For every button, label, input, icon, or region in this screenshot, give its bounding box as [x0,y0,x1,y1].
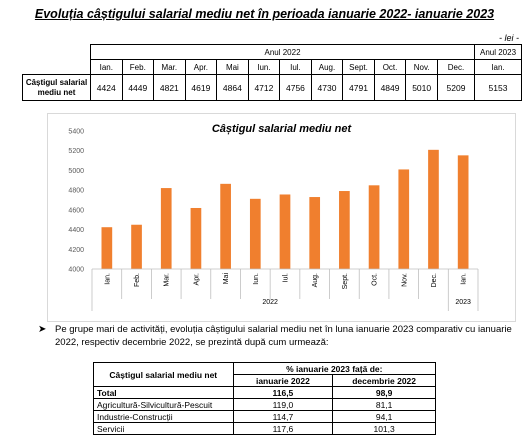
month-header: Ian. [90,59,123,75]
table-row: Agricultură-Silvicultură-Pescuit 119,0 8… [93,398,436,411]
chart-container: 4000 4200 4400 4600 4800 5000 5200 5400 Ian. Feb.… [47,113,516,322]
x-tick-label: Mar. [164,273,171,287]
bar [160,188,172,269]
value-cell: 4712 [247,74,281,101]
value-cell: 5153 [474,74,522,101]
month-header: Aug. [310,59,344,75]
year-2023-header: Anul 2023 [474,44,522,60]
x-tick-label: Iul. [283,273,290,282]
bar [368,185,380,269]
col-decembrie-2022: decembrie 2022 [332,374,436,387]
x-tick-label: Aug. [312,273,319,287]
row-label: Câștigul salarial mediu net [22,74,91,101]
bar [190,207,202,269]
month-header: Iul. [279,59,312,75]
x-tick-label: Oct. [372,273,379,286]
table-corner [22,44,91,60]
row-value-1: 114,7 [232,410,334,423]
value-cell: 4449 [121,74,155,101]
y-tick-label: 5000 [68,168,84,175]
percent-group-header: % ianuarie 2023 față de: [232,362,437,375]
col-ianuarie-2022: ianuarie 2022 [232,374,334,387]
value-cell: 4756 [279,74,312,101]
y-tick-label: 4400 [68,227,84,234]
table-row: Industrie-Construcții 114,7 94,1 [93,410,436,423]
month-header: Mai [216,59,249,75]
row-value-1: 119,0 [232,398,334,411]
month-header: Feb. [121,59,155,75]
x-tick-label: Feb. [134,273,141,287]
row-value-2: 81,1 [332,398,436,411]
row-label-line2: mediu net [37,87,76,97]
value-cell: 5209 [437,74,475,101]
month-header: Dec. [437,59,475,75]
unit-label: - lei - [499,33,519,43]
month-header: Sept. [342,59,375,75]
y-tick-label: 5200 [68,148,84,155]
row-label: Total [93,386,234,399]
x-tick-label: Mai [223,273,230,285]
row-value-2: 101,3 [332,422,436,435]
x-tick-label: Apr. [193,273,200,286]
row-value-1: 117,6 [232,422,334,435]
month-header: Iun. [247,59,281,75]
bar [398,169,410,269]
y-tick-label: 4000 [68,267,84,274]
month-header: Nov. [405,59,438,75]
group-label-2023: 2023 [455,299,471,306]
row-label-line1: Câștigul salarial [25,77,88,87]
row-label: Industrie-Construcții [93,410,234,423]
paragraph: Pe grupe mari de activități, evoluția câ… [55,324,512,348]
bar [279,194,291,269]
table-corner-2 [22,59,91,75]
activity-table: Câștigul salarial mediu net % ianuarie 2… [93,362,437,435]
value-cell: 4849 [373,74,407,101]
y-tick-label: 5400 [68,129,84,136]
bullet-arrow-icon: ➤ [38,324,47,335]
bar-chart: 4000 4200 4400 4600 4800 5000 5200 5400 Ian. Feb.… [68,129,479,311]
value-cell: 4864 [216,74,249,101]
x-tick-label: Sept. [342,273,349,289]
bar [131,224,142,269]
activity-header: Câștigul salarial mediu net [93,362,234,387]
row-value-2: 98,9 [332,386,436,399]
bar [220,183,231,269]
bar [428,149,439,269]
value-cell: 4821 [153,74,186,101]
bar [101,227,113,269]
bar [339,191,350,269]
value-cell: 4791 [342,74,375,101]
bar [457,155,469,269]
row-value-1: 116,5 [232,386,334,399]
row-value-2: 94,1 [332,410,436,423]
value-cell: 4424 [90,74,123,101]
y-tick-label: 4800 [68,188,84,195]
bar [249,198,261,269]
y-tick-label: 4600 [68,207,84,214]
x-tick-label: Ian. [104,273,111,285]
x-tick-label: Iun. [253,273,260,285]
row-label: Servicii [93,422,234,435]
table-row: Total 116,5 98,9 [93,386,436,399]
month-header: Ian. [474,59,522,75]
bar [309,197,321,269]
table-row: Servicii 117,6 101,3 [93,422,436,435]
month-header: Apr. [184,59,218,75]
x-tick-label: Dec. [431,273,438,287]
value-cell: 5010 [405,74,438,101]
year-2022-header: Anul 2022 [90,44,475,60]
salary-table: Anul 2022 Anul 2023 Ian. Feb. Mar. Apr. … [22,44,522,101]
x-tick-label: Nov. [401,273,408,287]
value-cell: 4730 [310,74,344,101]
row-label: Agricultură-Silvicultură-Pescuit [93,398,234,411]
value-cell: 4619 [184,74,218,101]
document-title: Evoluția câștigului salarial mediu net î… [34,7,495,21]
y-tick-label: 4200 [68,247,84,254]
month-header: Mar. [153,59,186,75]
month-header: Oct. [373,59,407,75]
group-label-2022: 2022 [262,299,278,306]
x-tick-label: Ian. [461,273,468,285]
chart-title: Câștigul salarial mediu net [211,123,352,135]
